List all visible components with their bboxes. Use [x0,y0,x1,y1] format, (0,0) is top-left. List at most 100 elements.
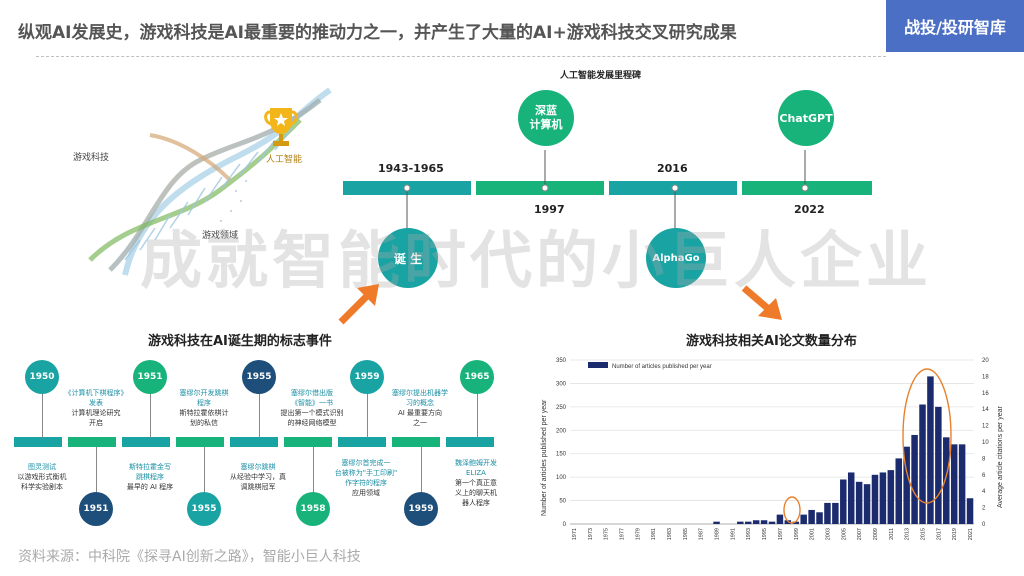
event-text-top: 《计算机下棋程序》 发表 计算机理论研究 开启 [60,388,132,428]
event-text-bottom: 魏泽鲍姆开发 ELIZA 第一个真正意 义上的聊天机 器人程序 [440,458,512,508]
chart-legend-label: Number of articles published per year [612,364,712,370]
chart-x-tick: 1973 [588,528,594,540]
chart-highlight-2015 [902,368,952,504]
chart-y-tick: 250 [556,405,567,411]
brand-badge: 战投/投研智库 [886,0,1024,52]
events-bar-seg [68,437,116,447]
chart-x-tick: 1985 [683,528,689,540]
chart-x-tick: 1979 [635,528,641,540]
milestone-year-2022: 2022 [794,203,825,216]
event-body: 从经验中学习，真 调跳棋冠军 [230,473,286,491]
chart-bar-2004 [832,502,839,524]
event-text-bottom: 塞缪尔首完成一 台被称为"手工印刷" 作字符的程序 应用领域 [330,458,402,498]
chart-y-tick: 350 [556,358,567,364]
chart-y2-tick: 18 [982,374,989,380]
chart-x-tick: 2021 [968,528,974,540]
chart-y-axis-label: Number of articles published per year [541,399,548,516]
chart-x-tick: 1975 [604,528,610,540]
event-year-1955-bottom: 1955 [187,492,221,526]
chart-bar-2014 [911,434,918,524]
chart-bar-1993 [744,521,752,524]
event-year-1959-top: 1959 [350,360,384,394]
event-body: 斯特拉霍依棋计 划的私信 [179,409,229,427]
event-year-1955-top: 1955 [242,360,276,394]
chart-legend-swatch [588,362,608,368]
milestones-title: 人工智能发展里程碑 [560,71,642,81]
page-title: 纵观AI发展史，游戏科技是AI最重要的推动力之一，并产生了大量的AI+游戏科技交… [18,23,737,43]
milestone-connectors [403,150,809,230]
chart-x-tick-labels: 1971 1973 1975 1977 1979 1981 1983 1985 1987 1989… [572,528,974,540]
chart-y2-tick: 14 [982,407,989,413]
chart-bar-2011 [887,470,895,524]
chart-x-tick: 1987 [699,528,705,540]
event-stem [421,447,422,493]
chart-x-tick: 1977 [619,528,625,540]
milestone-year-1943-1965: 1943-1965 [378,162,444,175]
event-year-1959-bottom: 1959 [404,492,438,526]
chart-x-tick: 2003 [825,528,831,540]
chart-highlight-1999 [783,496,801,524]
chart-x-tick: 2011 [889,528,895,540]
chart-y2-tick: 2 [982,506,986,512]
events-bar-seg [338,437,386,447]
chart-y2-tick-labels: 0 2 4 6 8 10 12 14 16 18 20 [982,358,989,528]
chart-y2-tick: 0 [982,522,986,528]
chart-x-tick: 1971 [572,528,578,540]
event-stem [150,388,151,438]
chart-y2-tick: 16 [982,391,989,397]
chart-y-tick: 300 [556,381,567,387]
milestone-deep-blue: 深蓝 计算机 [518,90,574,146]
chart-bar-2007 [855,481,863,524]
chart-bar-2019 [950,444,958,524]
arrow-up-right-icon [338,284,379,325]
event-head: 塞缪尔首完成一 台被称为"手工印刷" 作字符的程序 [334,459,398,487]
chart-bar-1995 [760,520,768,524]
chart-bar-2015 [919,404,926,524]
event-body: 第一个真正意 义上的聊天机 器人程序 [455,479,497,507]
dna-label-extra: 游戏领域 [202,231,239,241]
events-bar-seg [176,437,224,447]
event-stem [477,388,478,438]
chart-x-tick: 2013 [905,528,911,540]
chart-bar-2000 [800,514,807,524]
event-stem [96,447,97,493]
chart-bar-2012 [895,458,902,524]
chart-bar-2021 [966,498,974,524]
events-bar-seg [446,437,494,447]
event-head: 《计算机下棋程序》 发表 [64,389,128,407]
events-bar-seg [284,437,332,447]
chart-y-tick: 100 [556,475,567,481]
event-text-top: 塞缪尔提出机器学 习的概念 AI 最重要方向 之一 [384,388,456,428]
chart-bar-2010 [879,472,887,524]
event-year-1965: 1965 [460,360,494,394]
chart-y2-tick: 4 [982,489,986,495]
chart-y-tick: 200 [556,428,567,434]
chart-bar-2020 [958,444,966,524]
chart-bars [713,376,974,524]
events-bar-seg [392,437,440,447]
event-text-bottom: 斯特拉霍金写 跳棋程序 最早的 AI 程序 [114,462,186,492]
header-divider [36,56,886,57]
event-body: AI 最重要方向 之一 [397,409,443,427]
chart-bar-2002 [816,512,823,524]
milestone-chatgpt: ChatGPT [778,90,834,146]
chart-y-tick-labels: 0 50 100 150 200 250 300 350 [556,358,567,528]
chart-bar-1998 [784,520,792,524]
milestone-year-2016: 2016 [657,162,688,175]
chart-x-tick: 2005 [841,528,847,540]
event-head: 斯特拉霍金写 跳棋程序 [129,463,171,481]
event-year-1951-bottom: 1951 [79,492,113,526]
dna-illustration [88,87,332,276]
chart-x-tick: 2009 [873,528,879,540]
chart-x-tick: 2019 [952,528,958,540]
chart-bar-1989 [713,521,720,524]
event-text-bottom: 塞缪尔跳棋 从经验中学习，真 调跳棋冠军 [222,462,294,492]
chart-y2-tick: 6 [982,473,986,479]
chart-bar-2009 [871,474,879,524]
chart-bar-2006 [847,472,855,524]
chart-x-tick: 2017 [936,528,942,540]
arrow-down-right-icon [741,285,782,320]
event-year-1951-top: 1951 [133,360,167,394]
event-text-top: 塞缪尔借出版 《智能》一书 提出第一个模式识别 的神经网络模型 [276,388,348,428]
milestone-alphago: AlphaGo [646,228,706,288]
